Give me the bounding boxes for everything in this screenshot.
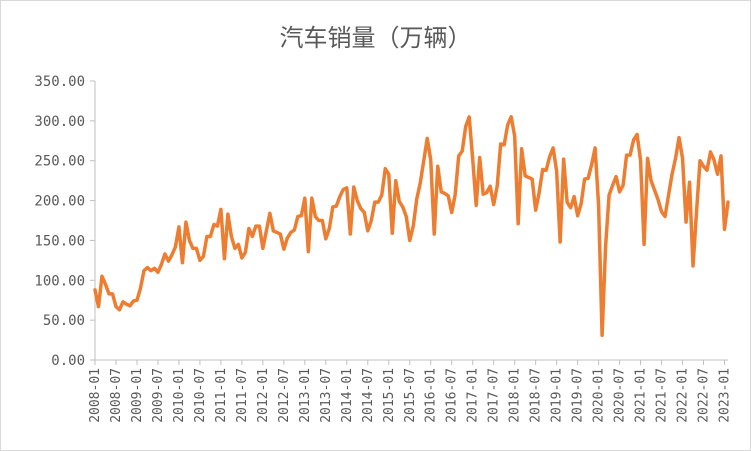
y-tick-label: 250.00	[34, 154, 85, 170]
x-tick-label: 2010-07	[193, 368, 208, 423]
chart-title: 汽车销量（万辆）	[279, 24, 472, 52]
x-tick-label: 2009-01	[130, 368, 145, 423]
series-group	[93, 115, 730, 338]
x-tick-label: 2016-07	[445, 368, 460, 423]
x-tick-label: 2011-01	[214, 368, 229, 423]
x-tick-label: 2010-01	[172, 368, 187, 423]
y-tick-label: 100.00	[34, 273, 85, 289]
x-tick-label: 2009-07	[151, 368, 166, 423]
x-tick-label: 2013-01	[298, 368, 313, 423]
x-tick-label: 2019-01	[550, 368, 565, 423]
x-tick-label: 2017-01	[466, 368, 481, 423]
series-line	[93, 115, 730, 338]
x-tick-label: 2018-01	[508, 368, 523, 423]
y-tick-label: 50.00	[43, 313, 85, 329]
x-tick-label: 2012-07	[277, 368, 292, 423]
y-tick-label: 0.00	[51, 353, 85, 369]
y-tick-label: 300.00	[34, 114, 85, 130]
x-tick-label: 2016-01	[424, 368, 439, 423]
x-tick-label: 2014-01	[340, 368, 355, 423]
x-tick-label: 2011-07	[235, 368, 250, 423]
x-tick-label: 2015-01	[382, 368, 397, 423]
x-tick-label: 2014-07	[361, 368, 376, 423]
x-tick-label: 2021-01	[634, 368, 649, 423]
x-tick-label: 2017-07	[487, 368, 502, 423]
x-tick-label: 2020-01	[592, 368, 607, 423]
y-tick-label: 350.00	[34, 74, 85, 90]
x-tick-label: 2022-01	[676, 368, 691, 423]
x-tick-label: 2021-07	[655, 368, 670, 423]
x-tick-label: 2023-01	[718, 368, 733, 423]
y-tick-label: 200.00	[34, 194, 85, 210]
x-tick-label: 2020-07	[613, 368, 628, 423]
y-axis: 0.00 50.00 100.00 150.00 200.00 250.00 300.00 3…	[34, 74, 96, 369]
x-tick-label: 2019-07	[571, 368, 586, 423]
x-tick-label: 2008-01	[88, 368, 103, 423]
x-tick-label: 2008-07	[109, 368, 124, 423]
x-tick-label: 2012-01	[256, 368, 271, 423]
x-tick-label: 2013-07	[319, 368, 334, 423]
y-tick-label: 150.00	[34, 233, 85, 249]
x-axis: 2008-01 2008-07 2009-01 2009-07 2010-01 2010-…	[88, 359, 733, 423]
x-tick-label: 2022-07	[697, 368, 712, 423]
x-tick-label: 2018-07	[529, 368, 544, 423]
x-tick-label: 2015-07	[403, 368, 418, 423]
